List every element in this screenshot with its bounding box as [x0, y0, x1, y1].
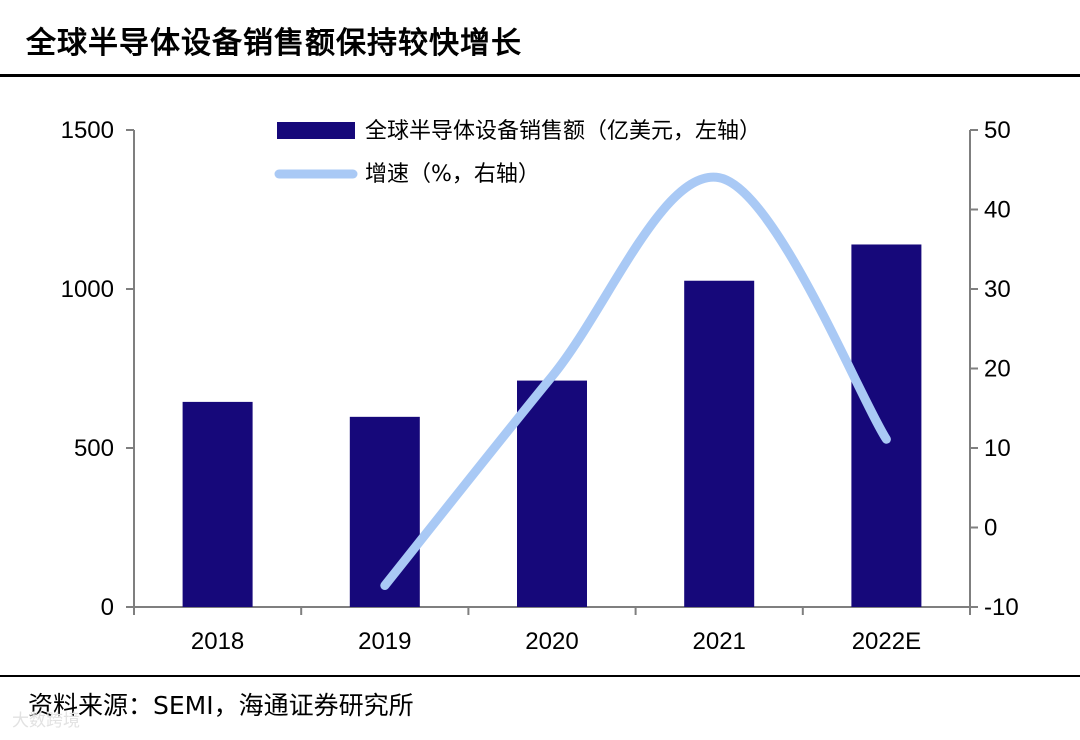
legend-line-label: 增速（%，右轴）	[365, 162, 540, 187]
line-series	[380, 172, 891, 591]
chart-title: 全球半导体设备销售额保持较快增长	[26, 26, 522, 61]
right-tick-label: 20	[984, 356, 1011, 383]
right-tick-label: 10	[984, 435, 1011, 462]
x-tick-label: 2020	[525, 628, 578, 655]
left-tick-label: 500	[74, 435, 114, 462]
x-tick-label: 2019	[358, 628, 411, 655]
right-tick-label: 40	[984, 197, 1011, 224]
left-tick-label: 1500	[61, 117, 114, 144]
growth-line	[380, 172, 891, 591]
legend-bar-swatch	[277, 122, 355, 139]
footer-divider	[0, 675, 1080, 677]
combo-chart: 0 500 1000 1500 -10 0 10 20 30 40 50 2018 2019 2020 20…	[61, 117, 1019, 655]
title-divider	[0, 74, 1080, 77]
watermark: 大数跨境	[12, 711, 80, 731]
right-tick-label: 30	[984, 276, 1011, 303]
bar-series	[182, 244, 922, 608]
x-tick-label: 2018	[191, 628, 244, 655]
bar-2018	[182, 401, 253, 607]
x-tick-label: 2022E	[852, 628, 921, 655]
x-tick-label: 2021	[693, 628, 746, 655]
left-tick-label: 1000	[61, 276, 114, 303]
right-tick-label: 50	[984, 117, 1011, 144]
tick-labels: 0 500 1000 1500 -10 0 10 20 30 40 50 2018 2019 2020 20…	[61, 117, 1019, 655]
bar-2021	[684, 280, 755, 607]
legend-bar-label: 全球半导体设备销售额（亿美元，左轴）	[365, 119, 761, 144]
bar-2022E	[851, 244, 922, 608]
source-note: 资料来源：SEMI，海通证券研究所	[28, 691, 414, 720]
bar-2019	[349, 416, 420, 607]
right-tick-label: 0	[984, 515, 997, 542]
right-tick-label: -10	[984, 594, 1019, 621]
left-tick-label: 0	[101, 594, 114, 621]
bar-2020	[517, 380, 587, 607]
legend: 全球半导体设备销售额（亿美元，左轴） 增速（%，右轴）	[274, 119, 761, 187]
